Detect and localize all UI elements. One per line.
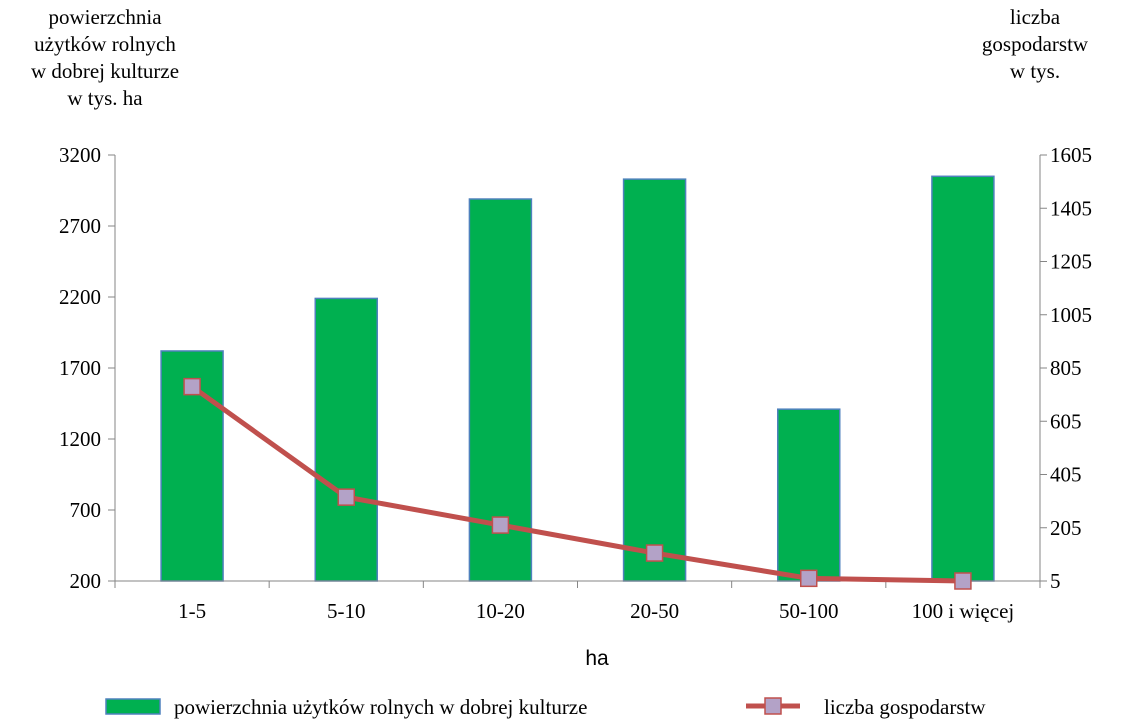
line-series xyxy=(183,377,972,590)
x-tick-label: 20-50 xyxy=(630,599,679,623)
y-axis-right-label-line: liczba xyxy=(1009,5,1061,29)
data-point-marker xyxy=(337,488,355,506)
bar xyxy=(931,175,995,582)
x-tick: 1-5 xyxy=(178,599,206,623)
data-point-marker xyxy=(645,544,664,562)
y-right-tick-label: 5 xyxy=(1050,569,1061,593)
y-right-tick-label: 405 xyxy=(1050,463,1082,487)
legend-item-bar: powierzchnia użytków rolnych w dobrej ku… xyxy=(105,695,587,719)
y-left-tick-labels: 200 700 1200 1700 2200 2700 3200 xyxy=(59,143,101,593)
x-tick-label: 100 i więcej xyxy=(912,599,1015,623)
y-right-tick-label: 605 xyxy=(1050,409,1082,433)
y-axis-left-label-line: użytków rolnych xyxy=(34,32,176,56)
y-right-tick: 405 xyxy=(1050,463,1082,487)
x-tick: 100 i więcej xyxy=(912,599,1015,623)
y-left-tick: 700 xyxy=(70,498,102,522)
y-left-tick-label: 2200 xyxy=(59,285,101,309)
legend-bar-label: powierzchnia użytków rolnych w dobrej ku… xyxy=(174,695,587,719)
bar xyxy=(314,297,378,582)
y-right-tick: 205 xyxy=(1050,516,1082,540)
y-right-tick-labels: 5 205 405 605 805 1005 1205 1405 1605 xyxy=(1050,143,1092,593)
y-right-tick-label: 1005 xyxy=(1050,303,1092,327)
y-left-tick-label: 1200 xyxy=(59,427,101,451)
bar-series xyxy=(160,175,995,582)
x-axis-label: ha xyxy=(585,647,609,670)
legend-item-line: liczba gospodarstw xyxy=(746,695,986,719)
y-right-tick: 1005 xyxy=(1050,303,1092,327)
y-axis-right-label-line: w tys. xyxy=(1009,59,1061,83)
y-right-tick: 805 xyxy=(1050,356,1082,380)
y-left-tick-label: 2700 xyxy=(59,214,101,238)
x-tick-label: 10-20 xyxy=(476,599,525,623)
x-tick-label: 50-100 xyxy=(779,599,839,623)
y-left-tick: 200 xyxy=(70,569,102,593)
legend: powierzchnia użytków rolnych w dobrej ku… xyxy=(105,695,986,719)
y-left-tick: 2200 xyxy=(59,285,101,309)
legend-bar-swatch xyxy=(105,698,161,715)
y-right-tick: 1205 xyxy=(1050,250,1092,274)
y-axis-left-label: powierzchnia użytków rolnych w dobrej ku… xyxy=(0,4,210,112)
legend-line-marker xyxy=(764,697,782,715)
data-point-marker xyxy=(491,516,510,534)
x-tick-label: 1-5 xyxy=(178,599,206,623)
y-right-tick-label: 1405 xyxy=(1050,196,1092,220)
y-left-tick-label: 1700 xyxy=(59,356,101,380)
x-tick-labels: 1-5 5-10 10-20 20-50 50-100 100 i więcej xyxy=(178,599,1014,623)
y-left-tick-label: 3200 xyxy=(59,143,101,167)
x-tick-label: 5-10 xyxy=(327,599,366,623)
data-point-marker xyxy=(954,572,972,590)
x-tick: 50-100 xyxy=(779,599,839,623)
y-right-tick-label: 805 xyxy=(1050,356,1082,380)
y-right-tick: 1605 xyxy=(1050,143,1092,167)
y-left-tick: 2700 xyxy=(59,214,101,238)
y-axis-right-label-line: gospodarstw xyxy=(981,32,1089,56)
x-tick: 20-50 xyxy=(630,599,679,623)
y-right-tick: 5 xyxy=(1050,569,1061,593)
y-left-tick: 1200 xyxy=(59,427,101,451)
axes xyxy=(108,154,1047,588)
y-axis-left-label-line: w dobrej kulturze xyxy=(30,59,180,83)
bar xyxy=(622,178,687,582)
y-left-tick-label: 200 xyxy=(70,569,102,593)
bar xyxy=(160,350,224,582)
y-axis-left-label-line: powierzchnia xyxy=(48,5,162,29)
data-point-marker xyxy=(800,569,818,588)
y-right-tick-label: 1205 xyxy=(1050,250,1092,274)
y-right-tick: 605 xyxy=(1050,409,1082,433)
legend-line-label: liczba gospodarstw xyxy=(824,695,986,719)
x-tick: 5-10 xyxy=(327,599,366,623)
bar xyxy=(777,408,841,582)
y-right-tick: 1405 xyxy=(1050,196,1092,220)
y-right-tick-label: 1605 xyxy=(1050,143,1092,167)
series-line xyxy=(190,384,963,584)
y-left-tick: 3200 xyxy=(59,143,101,167)
y-axis-left-label-line: w tys. ha xyxy=(67,86,143,110)
y-right-tick-label: 205 xyxy=(1050,516,1082,540)
y-left-tick: 1700 xyxy=(59,356,101,380)
x-tick: 10-20 xyxy=(476,599,525,623)
y-axis-right-label: liczba gospodarstw w tys. xyxy=(948,4,1122,85)
data-point-marker xyxy=(183,377,201,396)
y-left-tick-label: 700 xyxy=(70,498,102,522)
